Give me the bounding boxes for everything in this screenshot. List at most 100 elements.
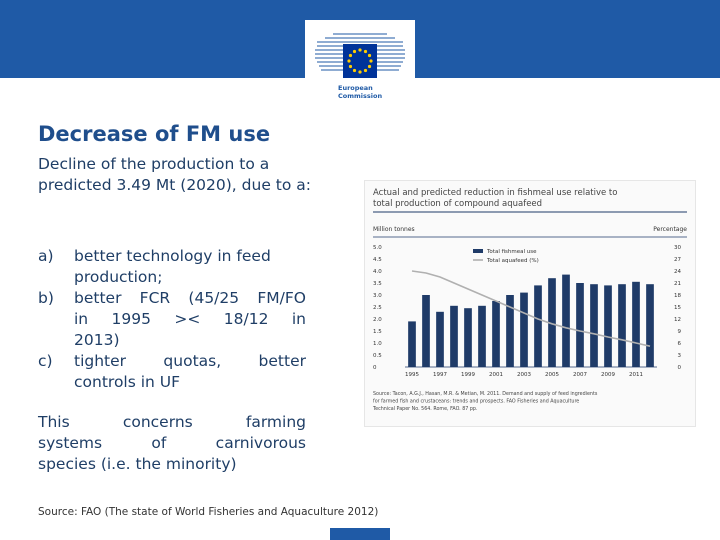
- bar: [506, 295, 514, 367]
- logo-graphic: European Commission: [305, 20, 415, 102]
- legend-label: Total aquafeed (%): [486, 258, 539, 264]
- list-line: tighter quotas, better: [74, 352, 306, 370]
- x-tick-label: 1999: [461, 372, 475, 378]
- right-axis-label: Percentage: [653, 226, 687, 233]
- y-right-tick-label: 9: [678, 329, 682, 335]
- x-tick-label: 2005: [545, 372, 559, 378]
- eu-star: [358, 70, 362, 74]
- eu-star: [363, 68, 368, 73]
- list-line: better technology in feed: [74, 247, 271, 265]
- intro-text: Decline of the production to a predicted…: [38, 155, 311, 194]
- chart-footnote-line: for farmed fish and crustaceans: trends …: [373, 399, 579, 405]
- bar: [408, 321, 416, 367]
- x-tick-label: 1997: [433, 372, 447, 378]
- y-right-tick-label: 3: [678, 353, 682, 359]
- bar: [492, 301, 500, 367]
- bar: [590, 284, 598, 367]
- y-left-tick-label: 2.5: [373, 305, 382, 311]
- bar: [422, 295, 430, 367]
- legend-label: Total fishmeal use: [486, 249, 537, 255]
- note-line: This concerns farming: [38, 413, 306, 431]
- chart-footnote-line: Technical Paper No. 564. Rome, FAO. 87 p…: [372, 406, 477, 412]
- y-left-tick-label: 0: [373, 365, 377, 371]
- chart-panel: Actual and predicted reduction in fishme…: [364, 180, 696, 427]
- y-right-tick-label: 18: [674, 293, 681, 299]
- eu-star: [367, 53, 372, 58]
- x-tick-label: 1995: [405, 372, 419, 378]
- list-marker: a): [38, 247, 54, 265]
- note-text: This concerns farming systems of carnivo…: [38, 412, 306, 475]
- list-marker: b): [38, 289, 54, 307]
- bar: [562, 274, 570, 367]
- list-item: c) tighter quotas, better controls in UF: [38, 351, 306, 393]
- bar: [618, 284, 626, 367]
- bar: [436, 311, 444, 367]
- chart-title-line: Actual and predicted reduction in fishme…: [373, 188, 617, 198]
- x-tick-label: 2007: [573, 372, 587, 378]
- list-line: 2013): [74, 331, 120, 349]
- y-right-tick-label: 6: [678, 341, 682, 347]
- y-left-tick-label: 1.5: [373, 329, 382, 335]
- list-line: production;: [74, 268, 163, 286]
- reason-list: a) better technology in feed production;…: [38, 246, 306, 393]
- y-left-tick-label: 1.0: [373, 341, 382, 347]
- eu-star: [352, 49, 357, 54]
- y-right-tick-label: 21: [674, 281, 681, 287]
- source-text: Source: FAO (The state of World Fisherie…: [38, 506, 379, 518]
- y-left-tick-label: 4.5: [373, 257, 382, 263]
- logo-text-line1: European: [338, 84, 373, 92]
- bar: [464, 308, 472, 367]
- x-tick-label: 2003: [517, 372, 531, 378]
- y-left-tick-label: 3.5: [373, 281, 382, 287]
- note-line: species (i.e. the minority): [38, 455, 237, 473]
- eu-stars-icon: [347, 48, 373, 74]
- eu-star: [358, 48, 362, 52]
- bar: [604, 285, 612, 367]
- eu-star: [363, 49, 368, 54]
- legend-swatch-bar: [473, 249, 483, 253]
- bar: [534, 285, 542, 367]
- x-tick-label: 2001: [489, 372, 503, 378]
- eu-star: [348, 64, 353, 69]
- list-item: a) better technology in feed production;: [38, 246, 306, 288]
- list-marker: c): [38, 352, 53, 370]
- y-left-tick-label: 0.5: [373, 353, 382, 359]
- y-right-tick-label: 0: [678, 365, 682, 371]
- y-left-tick-label: 5.0: [373, 245, 382, 251]
- eu-star: [347, 59, 351, 63]
- bar: [576, 283, 584, 367]
- european-commission-logo: European Commission: [305, 20, 415, 102]
- left-axis-label: Million tonnes: [373, 226, 415, 233]
- y-right-tick-label: 27: [674, 257, 681, 263]
- y-left-tick-label: 2.0: [373, 317, 382, 323]
- y-right-tick-label: 24: [674, 269, 681, 275]
- bar: [548, 278, 556, 367]
- bar: [478, 305, 486, 367]
- logo-text-line2: Commission: [338, 92, 382, 100]
- slide-title: Decrease of FM use: [38, 122, 271, 146]
- y-right-tick-label: 12: [674, 317, 681, 323]
- eu-star: [352, 68, 357, 73]
- eu-star: [369, 59, 373, 63]
- note-line: systems of carnivorous: [38, 434, 306, 452]
- bar: [450, 305, 458, 367]
- x-tick-label: 2011: [629, 372, 643, 378]
- list-line: controls in UF: [74, 373, 181, 391]
- bar: [520, 292, 528, 367]
- aquafeed-line: [411, 270, 651, 347]
- list-line: in 1995 >< 18/12 in: [74, 310, 306, 328]
- y-right-tick-label: 30: [674, 245, 681, 251]
- eu-star: [348, 53, 353, 58]
- eu-star: [367, 64, 372, 69]
- bar: [632, 281, 640, 367]
- chart-footnote-line: Source: Tacon, A.G.J., Hasan, M.R. & Met…: [373, 391, 598, 397]
- y-right-tick-label: 15: [674, 305, 681, 311]
- footer-tab: [330, 528, 390, 540]
- y-left-tick-label: 3.0: [373, 293, 382, 299]
- list-item: b) better FCR (45/25 FM/FO in 1995 >< 18…: [38, 288, 306, 351]
- y-left-tick-label: 4.0: [373, 269, 382, 275]
- x-tick-label: 2009: [601, 372, 615, 378]
- chart-title-line: total production of compound aquafeed: [373, 199, 542, 209]
- list-line: better FCR (45/25 FM/FO: [74, 289, 306, 307]
- bar-line-chart: Actual and predicted reduction in fishme…: [372, 188, 687, 412]
